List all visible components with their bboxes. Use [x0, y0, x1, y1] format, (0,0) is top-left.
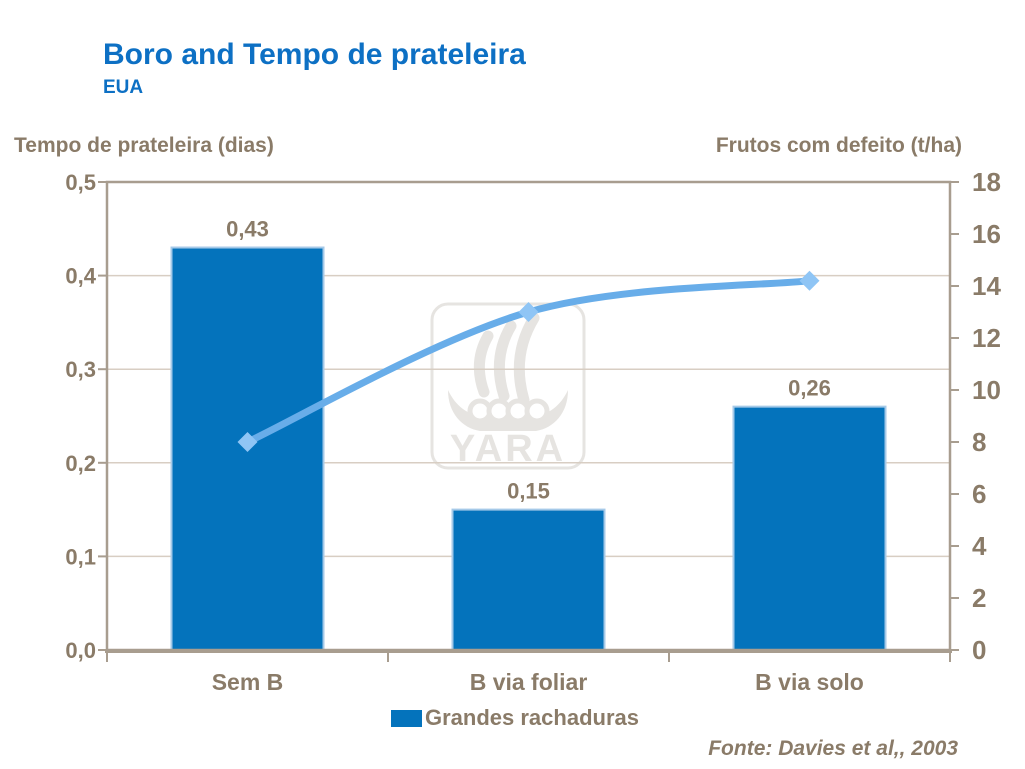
legend-swatch-icon: [391, 709, 422, 727]
legend-label: Grandes rachaduras: [425, 705, 639, 730]
source-note: Fonte: Davies et al,, 2003: [708, 737, 958, 760]
left-axis-tick-label: 0,3: [65, 357, 96, 382]
left-axis-tick-label: 0,1: [65, 544, 96, 569]
bar-value-label: 0,26: [788, 376, 831, 401]
category-label: Sem B: [212, 669, 284, 695]
right-axis-tick-label: 4: [972, 531, 987, 561]
yara-watermark: YARA: [430, 302, 586, 470]
category-label: B via solo: [755, 669, 864, 695]
bar-value-label: 0,15: [507, 479, 550, 504]
viking-ship-sails-icon: [473, 312, 540, 406]
right-axis-tick-label: 14: [972, 271, 1001, 301]
line-marker-diamond-icon: [799, 270, 820, 291]
right-axis-title: Frutos com defeito (t/ha): [715, 134, 962, 157]
line-marker-diamond-icon: [518, 302, 539, 322]
bar-B via solo: [732, 405, 887, 651]
left-axis-tick-label: 0,5: [65, 170, 96, 195]
right-axis-tick-label: 10: [972, 375, 1001, 405]
right-axis-tick-label: 2: [972, 583, 986, 613]
legend: Grandes rachaduras: [391, 705, 639, 731]
page-subtitle: EUA: [103, 77, 144, 98]
watermark-frame: [430, 302, 586, 470]
viking-ship-hull-icon: [448, 390, 568, 431]
right-axis-tick-label: 0: [972, 635, 986, 665]
bar-B via foliar: [451, 508, 606, 651]
combo-chart-plot: 0,5 0,4 0,3 0,2 0,1 0,0 18 16 14 12 10 8 6 4 2 0 0,43 0,1…: [65, 170, 1001, 695]
left-axis-tick-label: 0,2: [65, 451, 96, 476]
right-axis-tick-label: 6: [972, 479, 986, 509]
right-axis-tick-label: 8: [972, 427, 986, 457]
left-axis-tick-label: 0,0: [65, 638, 96, 663]
right-axis-tick-label: 18: [972, 170, 1001, 197]
bar-value-label: 0,43: [226, 217, 269, 242]
page-title: Boro and Tempo de prateleira: [103, 38, 526, 71]
category-label: B via foliar: [470, 669, 588, 695]
left-axis-title: Tempo de prateleira (dias): [14, 134, 274, 157]
line-marker-diamond-icon: [237, 432, 258, 452]
right-axis-tick-label: 16: [972, 219, 1001, 249]
right-axis-tick-label: 12: [972, 323, 1001, 353]
left-axis-tick-label: 0,4: [65, 264, 96, 289]
